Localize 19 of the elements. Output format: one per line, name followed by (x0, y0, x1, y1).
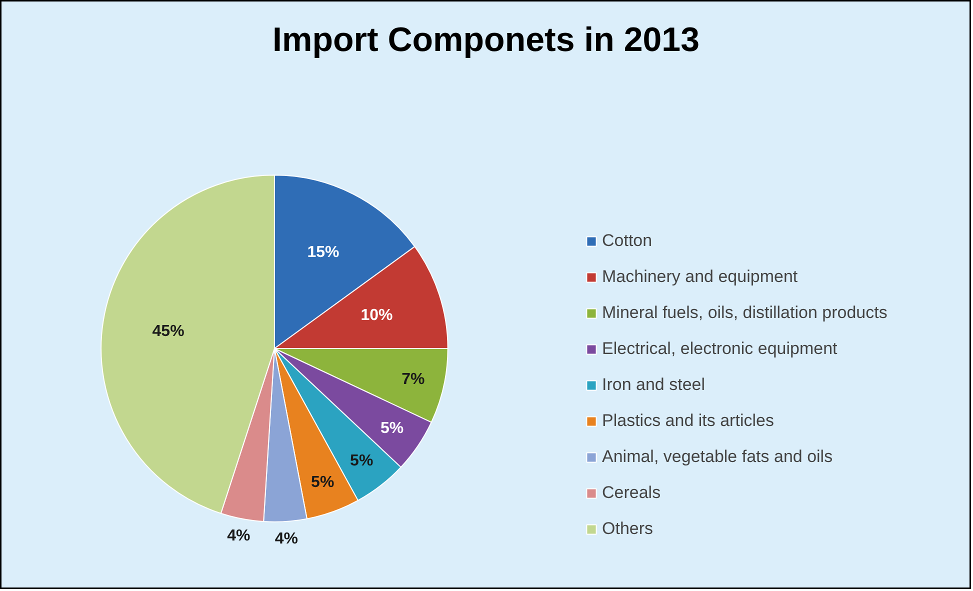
chart-title: Import Componets in 2013 (272, 20, 700, 59)
legend-label: Others (602, 519, 654, 539)
legend-label: Mineral fuels, oils, distillation products (602, 303, 888, 323)
legend-label: Animal, vegetable fats and oils (602, 447, 833, 467)
data-label: 15% (307, 244, 340, 262)
data-label: 4% (227, 527, 250, 544)
data-label: 5% (311, 474, 334, 491)
data-label: 4% (274, 530, 298, 548)
data-label: 10% (360, 306, 393, 324)
legend-label: Machinery and equipment (602, 267, 798, 287)
data-label: 45% (152, 323, 184, 340)
legend-label: Electrical, electronic equipment (602, 339, 838, 359)
legend-label: Cereals (602, 483, 661, 503)
data-label: 7% (402, 371, 425, 388)
data-label: 5% (380, 420, 404, 437)
data-label: 5% (350, 452, 374, 470)
legend-label: Cotton (602, 231, 652, 251)
legend-label: Plastics and its articles (602, 411, 774, 431)
legend-label: Iron and steel (602, 375, 706, 395)
